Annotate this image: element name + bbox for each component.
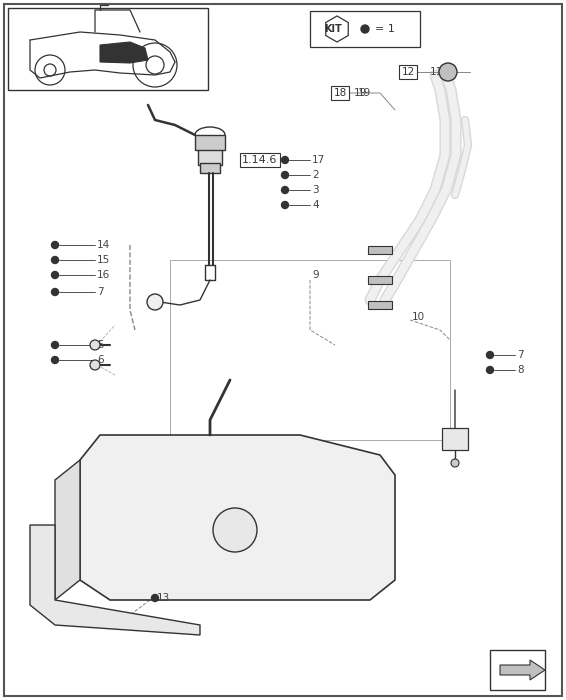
Bar: [310, 11, 420, 47]
Circle shape: [147, 294, 163, 310]
Polygon shape: [500, 660, 545, 680]
Circle shape: [361, 25, 369, 33]
Circle shape: [451, 459, 459, 467]
Circle shape: [281, 186, 289, 193]
Text: 8: 8: [517, 365, 524, 375]
Bar: [198, 149, 222, 165]
Bar: [200, 163, 220, 173]
Text: 16: 16: [97, 270, 110, 280]
Bar: [368, 246, 392, 254]
Bar: [490, 650, 545, 690]
Text: KIT: KIT: [324, 24, 342, 34]
Circle shape: [213, 508, 257, 552]
Text: 4: 4: [312, 200, 319, 210]
Bar: [8, 8, 208, 90]
Circle shape: [52, 342, 58, 349]
Text: 13: 13: [157, 593, 170, 603]
Text: 7: 7: [97, 287, 104, 297]
Bar: [170, 260, 450, 440]
Circle shape: [487, 367, 494, 374]
Text: ⌂: ⌂: [506, 656, 514, 669]
Text: 11: 11: [430, 67, 443, 77]
Text: 2: 2: [312, 170, 319, 180]
Text: 3: 3: [312, 185, 319, 195]
Polygon shape: [55, 460, 80, 600]
Text: 7: 7: [517, 350, 524, 360]
Circle shape: [90, 360, 100, 370]
Text: 1.14.6: 1.14.6: [242, 155, 278, 165]
Text: 18: 18: [333, 88, 346, 98]
Circle shape: [281, 172, 289, 178]
Circle shape: [52, 356, 58, 363]
Circle shape: [52, 241, 58, 248]
Text: 6: 6: [97, 355, 104, 365]
Circle shape: [487, 351, 494, 358]
Bar: [442, 428, 468, 450]
Text: = 1: = 1: [375, 24, 395, 34]
Circle shape: [52, 272, 58, 279]
Circle shape: [439, 63, 457, 81]
Text: 19: 19: [358, 88, 371, 98]
Polygon shape: [100, 42, 148, 63]
Circle shape: [281, 157, 289, 164]
Text: 14: 14: [97, 240, 110, 250]
Text: 12: 12: [401, 67, 415, 77]
Text: 17: 17: [312, 155, 325, 165]
Polygon shape: [195, 135, 225, 150]
Polygon shape: [326, 16, 348, 42]
Polygon shape: [30, 525, 200, 635]
Circle shape: [281, 202, 289, 209]
Text: 9: 9: [312, 270, 319, 280]
Polygon shape: [80, 435, 395, 600]
Text: 5: 5: [97, 340, 104, 350]
Text: 10: 10: [412, 312, 425, 322]
Circle shape: [90, 340, 100, 350]
Bar: [368, 301, 392, 309]
Text: 19: 19: [354, 88, 367, 98]
Circle shape: [152, 594, 158, 601]
Circle shape: [52, 288, 58, 295]
Circle shape: [52, 256, 58, 263]
Bar: [368, 276, 392, 284]
Text: 15: 15: [97, 255, 110, 265]
